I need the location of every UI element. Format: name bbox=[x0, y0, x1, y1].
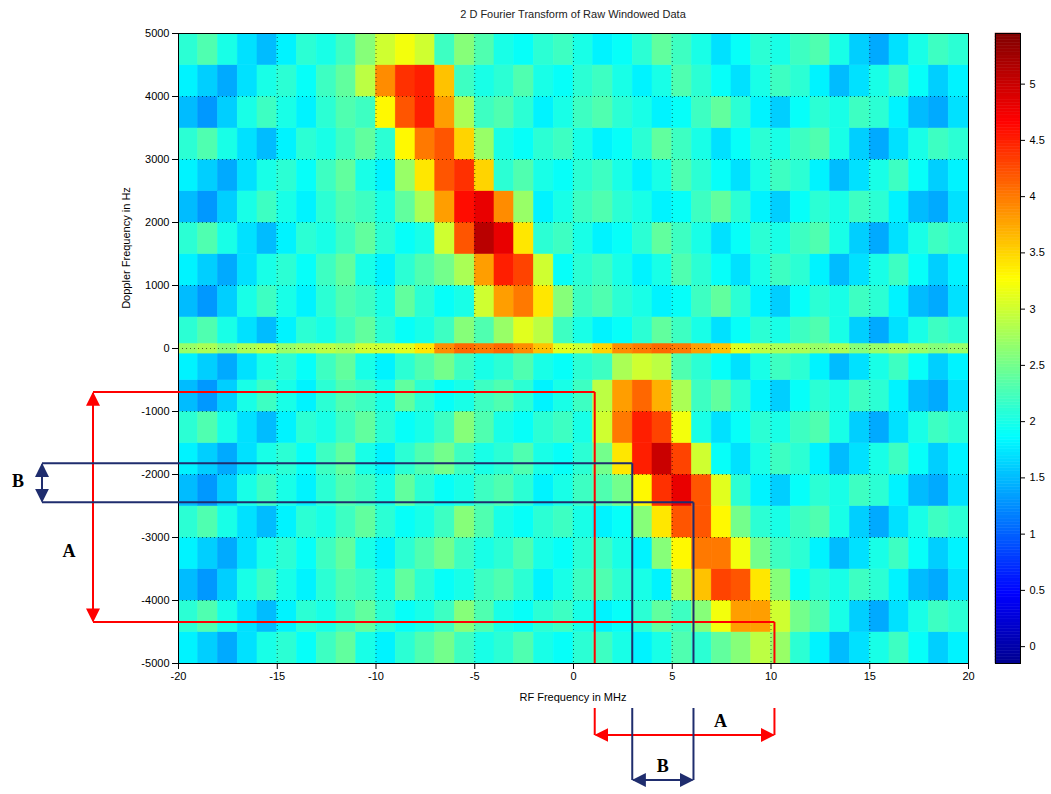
svg-text:A: A bbox=[63, 541, 76, 561]
svg-text:Doppler Frequency in Hz: Doppler Frequency in Hz bbox=[120, 187, 132, 309]
svg-text:-10: -10 bbox=[368, 670, 384, 682]
svg-text:2: 2 bbox=[1030, 415, 1036, 427]
svg-text:1.5: 1.5 bbox=[1030, 471, 1045, 483]
svg-text:2000: 2000 bbox=[145, 216, 169, 228]
svg-text:1: 1 bbox=[1030, 528, 1036, 540]
svg-text:-4000: -4000 bbox=[141, 594, 169, 606]
svg-text:4000: 4000 bbox=[145, 90, 169, 102]
svg-text:2.5: 2.5 bbox=[1030, 359, 1045, 371]
svg-text:10: 10 bbox=[765, 670, 777, 682]
svg-text:5: 5 bbox=[669, 670, 675, 682]
svg-text:5000: 5000 bbox=[145, 27, 169, 39]
svg-text:0: 0 bbox=[570, 670, 576, 682]
svg-text:5: 5 bbox=[1030, 78, 1036, 90]
svg-text:-5: -5 bbox=[470, 670, 480, 682]
svg-text:B: B bbox=[12, 471, 24, 491]
svg-text:2 D Fourier Transform of Raw W: 2 D Fourier Transform of Raw Windowed Da… bbox=[460, 8, 686, 20]
svg-text:-5000: -5000 bbox=[141, 657, 169, 669]
svg-text:0.5: 0.5 bbox=[1030, 584, 1045, 596]
svg-text:RF Frequency in MHz: RF Frequency in MHz bbox=[520, 691, 627, 703]
svg-text:-1000: -1000 bbox=[141, 405, 169, 417]
svg-text:20: 20 bbox=[962, 670, 974, 682]
svg-text:15: 15 bbox=[864, 670, 876, 682]
svg-text:-2000: -2000 bbox=[141, 468, 169, 480]
svg-text:3000: 3000 bbox=[145, 153, 169, 165]
svg-text:3: 3 bbox=[1030, 303, 1036, 315]
svg-text:4.5: 4.5 bbox=[1030, 134, 1045, 146]
svg-text:0: 0 bbox=[1030, 640, 1036, 652]
svg-text:3.5: 3.5 bbox=[1030, 246, 1045, 258]
svg-text:-15: -15 bbox=[269, 670, 285, 682]
svg-text:-20: -20 bbox=[171, 670, 187, 682]
svg-text:B: B bbox=[657, 756, 669, 776]
svg-text:-3000: -3000 bbox=[141, 531, 169, 543]
svg-text:1000: 1000 bbox=[145, 279, 169, 291]
svg-text:4: 4 bbox=[1030, 190, 1036, 202]
svg-text:A: A bbox=[714, 711, 727, 731]
svg-text:0: 0 bbox=[163, 342, 169, 354]
